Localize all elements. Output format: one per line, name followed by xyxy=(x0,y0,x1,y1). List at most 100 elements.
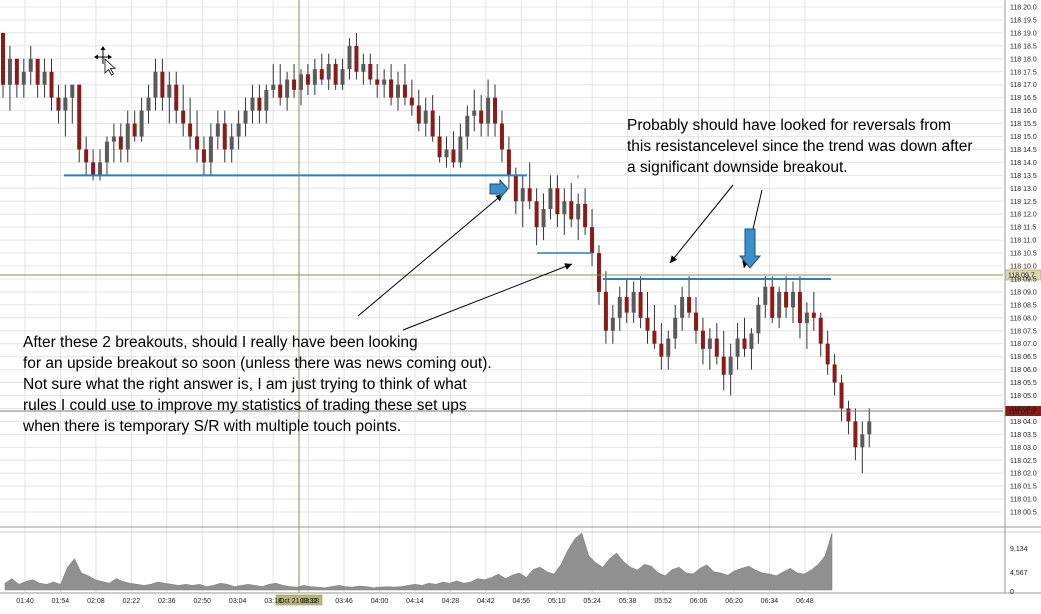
candle xyxy=(458,123,463,168)
volume-area xyxy=(4,532,833,591)
x-tick-label: 01:54 xyxy=(52,598,70,605)
candle xyxy=(208,123,213,176)
candle xyxy=(576,193,581,241)
candle xyxy=(617,286,622,331)
candle xyxy=(326,53,331,90)
y-tick-label: 118 14.5 xyxy=(1010,147,1037,154)
candle xyxy=(451,131,456,168)
y-tick-label: 118 09.5 xyxy=(1010,276,1037,283)
candle xyxy=(153,58,158,111)
candle xyxy=(638,276,643,329)
candle-body xyxy=(21,71,26,85)
candle-body xyxy=(28,58,33,72)
candle-body xyxy=(562,201,567,215)
candle-body xyxy=(707,338,712,349)
candle-body xyxy=(188,123,193,137)
candle xyxy=(694,297,698,344)
candle xyxy=(430,95,435,142)
candle-body xyxy=(777,291,782,318)
cursor-pointer xyxy=(104,58,117,76)
y-tick-label: 118 11.0 xyxy=(1010,238,1036,245)
x-tick-label: 01:40 xyxy=(16,598,34,605)
candle xyxy=(811,291,816,331)
y-tick-label: 118 07.5 xyxy=(1010,328,1037,335)
candle-body xyxy=(555,188,560,215)
candle-body xyxy=(513,175,518,202)
crosshair-time-label: Oct 21 03:28 xyxy=(279,598,319,605)
x-tick-label: 03:04 xyxy=(229,598,247,605)
volume-pane xyxy=(4,532,833,591)
candle-body xyxy=(146,97,151,111)
candle xyxy=(423,97,428,137)
candle-body xyxy=(506,149,511,176)
cursor-right xyxy=(108,54,112,60)
candle xyxy=(520,175,525,228)
candle xyxy=(402,63,407,106)
x-tick-label: 05:24 xyxy=(583,598,601,605)
candle xyxy=(257,84,262,124)
candle xyxy=(292,63,297,98)
candle xyxy=(791,281,796,323)
candle-body xyxy=(673,317,678,339)
candle-body xyxy=(382,79,387,85)
candle xyxy=(839,374,844,422)
candle-body xyxy=(541,209,546,228)
candle xyxy=(687,276,692,318)
candle-body xyxy=(534,201,539,228)
candle-body xyxy=(825,343,830,365)
candle xyxy=(49,58,54,111)
candle xyxy=(174,71,179,124)
y-tick-label: 118 12.0 xyxy=(1010,212,1037,219)
crosshair-time-box xyxy=(275,594,323,606)
candle-body xyxy=(236,123,241,137)
annotation-pointer xyxy=(357,193,504,317)
y-tick-label: 118 03.5 xyxy=(1010,432,1037,439)
annotation-arrowhead xyxy=(564,263,572,270)
candle xyxy=(735,322,740,370)
candle-body xyxy=(791,291,796,308)
x-tick-label: 06:06 xyxy=(690,598,708,605)
annotation-text: for an upside breakout so soon (unless t… xyxy=(23,355,492,372)
candle-body xyxy=(666,338,671,357)
candle xyxy=(396,71,401,111)
candle xyxy=(506,136,511,189)
candle xyxy=(867,408,872,448)
candle xyxy=(742,317,747,357)
candle-body xyxy=(347,45,352,70)
candle-body xyxy=(215,123,220,137)
candle-body xyxy=(84,149,89,163)
candle xyxy=(35,58,40,98)
candle xyxy=(84,136,89,176)
candle-body xyxy=(624,297,629,313)
candle xyxy=(721,330,726,391)
candle xyxy=(298,69,303,106)
candle-body xyxy=(437,136,442,158)
y-tick-label: 118 04.0 xyxy=(1010,419,1037,426)
candle-body xyxy=(860,434,865,448)
candle xyxy=(285,71,290,111)
candle-body xyxy=(222,123,227,150)
candle xyxy=(188,97,193,150)
cursor-left xyxy=(94,54,98,60)
x-tick-label: 03:46 xyxy=(335,598,353,605)
candle-body xyxy=(368,63,373,80)
candle-body xyxy=(687,297,692,313)
x-tick-label: 04:42 xyxy=(477,598,495,605)
candle xyxy=(645,291,650,344)
candle xyxy=(70,84,75,124)
candle xyxy=(56,84,61,124)
candle-body xyxy=(596,253,601,292)
y-tick-label: 118 00.5 xyxy=(1010,510,1037,517)
volume-tick-label: 0 xyxy=(1010,589,1014,596)
candle-body xyxy=(804,312,809,323)
y-tick-label: 118 15.5 xyxy=(1010,121,1037,128)
candle xyxy=(562,188,567,235)
candle-body xyxy=(70,84,75,98)
candle-body xyxy=(797,291,802,323)
candle xyxy=(21,58,26,98)
candle xyxy=(860,421,865,474)
candle-body xyxy=(784,291,789,308)
candle-body xyxy=(576,203,581,220)
